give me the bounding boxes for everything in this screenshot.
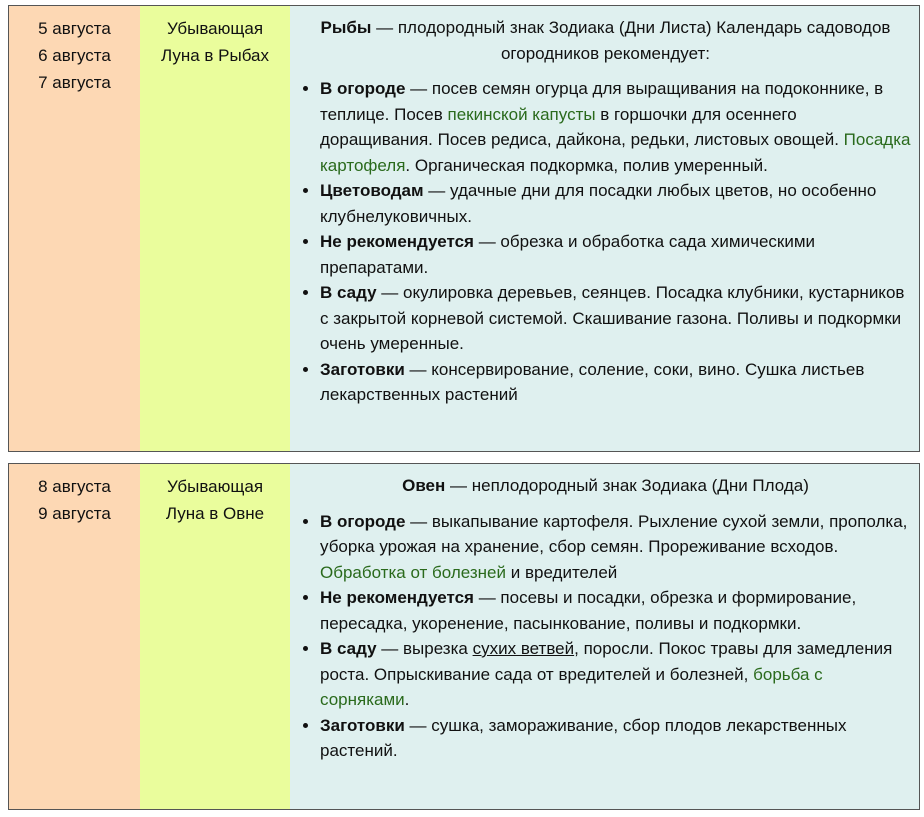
date: 7 августа (38, 73, 111, 92)
bold-term: Овен (402, 476, 446, 495)
dates-cell: 5 августа 6 августа 7 августа (9, 6, 140, 451)
list-item: Цветоводам — удачные дни для посадки люб… (320, 178, 911, 229)
text: — выкапывание картофеля. Рыхление сухой … (320, 511, 908, 557)
bold-term: Рыбы (320, 18, 372, 37)
link[interactable]: Посадка картофеля (320, 130, 911, 175)
text: — консервирование, соление, соки, вино. … (320, 359, 865, 405)
moon-phase-cell: Убывающая Луна в Рыбах (140, 6, 290, 451)
text: . (404, 690, 410, 709)
text: — неплодородный знак Зодиака (Дни Плода) (445, 476, 809, 495)
bold-term: Не рекомендуется (320, 232, 474, 251)
text: . Органическая подкормка, полив умеренны… (405, 155, 768, 175)
list-item: Не рекомендуется — посевы и посадки, обр… (320, 585, 911, 636)
text: , поросли. Покос травы для замедления ро… (320, 639, 893, 684)
list-item: Заготовки — консервирование, соление, со… (320, 357, 911, 408)
bold-term: В огороде (320, 79, 406, 98)
text: — посевы и посадки, обрезка и формирован… (320, 588, 857, 633)
link[interactable]: Обработка от болезней (320, 562, 507, 582)
moon-phase: Убывающая (166, 477, 264, 496)
link[interactable]: борьба с сорняками (320, 664, 823, 710)
date: 8 августа (38, 477, 111, 496)
text: — окулировка деревьев, сеянцев. Посадка … (320, 283, 905, 353)
bold-term: Не рекомендуется (320, 588, 474, 607)
link[interactable]: сухих ветвей (472, 639, 575, 658)
calendar-table-1: 5 августа 6 августа 7 августа Убывающая Луна… (8, 5, 920, 452)
bold-term: Заготовки (320, 715, 405, 735)
list-item: В саду — окулировка деревьев, сеянцев. П… (320, 280, 911, 357)
recommendations-cell: Овен — неплодородный знак Зодиака (Дни П… (290, 464, 919, 809)
bold-term: В саду (320, 283, 377, 302)
list-item: В огороде — посев семян огурца для выращ… (320, 76, 911, 178)
bold-term: В огороде (320, 511, 406, 531)
bold-term: В саду (320, 639, 377, 658)
text: — удачные дни для посадки любых цветов, … (320, 181, 877, 226)
list-item: Не рекомендуется — обрезка и обработка с… (320, 229, 911, 280)
date: 5 августа (38, 19, 111, 38)
calendar-table-2: 8 августа 9 августа Убывающая Луна в Овне Ов… (8, 463, 920, 810)
text: — плодородный знак Зодиака (Дни Листа) К… (371, 18, 891, 63)
zodiac-heading: Рыбы — плодородный знак Зодиака (Дни Лис… (300, 15, 911, 66)
link[interactable]: пекинской капусты (447, 104, 596, 124)
text: — обрезка и обработка сада химическими п… (320, 232, 816, 277)
date: 9 августа (38, 504, 111, 523)
date: 6 августа (38, 46, 111, 65)
text: — сушка, замораживание, сбор плодов лека… (320, 715, 847, 761)
recommendations-cell: Рыбы — плодородный знак Зодиака (Дни Лис… (290, 6, 919, 451)
zodiac-heading: Овен — неплодородный знак Зодиака (Дни П… (300, 473, 911, 499)
list-item: Заготовки — сушка, замораживание, сбор п… (320, 713, 911, 764)
text: в горшочки для осеннего доращивания. Пос… (320, 104, 844, 150)
recommendation-list: В огороде — выкапывание картофеля. Рыхле… (300, 509, 911, 764)
text: и вредителей (506, 562, 618, 582)
dates-cell: 8 августа 9 августа (9, 464, 140, 809)
list-item: В огороде — выкапывание картофеля. Рыхле… (320, 509, 911, 586)
bold-term: Заготовки (320, 359, 405, 379)
moon-phase-cell: Убывающая Луна в Овне (140, 464, 290, 809)
text: — вырезка (376, 639, 473, 658)
recommendation-list: В огороде — посев семян огурца для выращ… (300, 76, 911, 408)
text: — посев семян огурца для выращивания на … (320, 79, 884, 124)
moon-phase: Луна в Рыбах (160, 46, 270, 65)
moon-phase: Убывающая (166, 19, 264, 38)
list-item: В саду — вырезка сухих ветвей, поросли. … (320, 636, 911, 713)
moon-phase: Луна в Овне (165, 504, 265, 523)
bold-term: Цветоводам (320, 181, 424, 200)
